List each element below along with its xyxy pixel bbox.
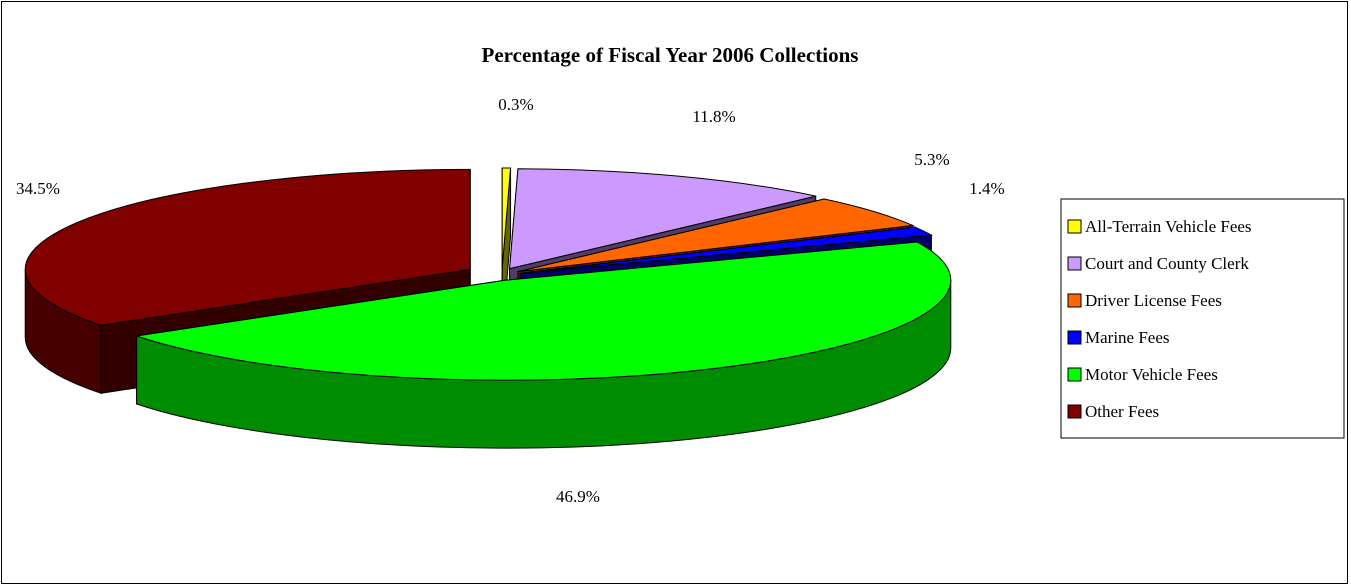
legend-swatch <box>1067 330 1082 345</box>
legend-entry-label: All-Terrain Vehicle Fees <box>1085 217 1252 236</box>
legend-swatch <box>1067 404 1082 419</box>
legend-swatch <box>1067 367 1082 382</box>
legend-entry-label: Driver License Fees <box>1085 291 1222 310</box>
slice-value-label: 46.9% <box>556 487 600 506</box>
slice-value-label: 34.5% <box>16 179 60 198</box>
slice-value-label: 5.3% <box>914 150 949 169</box>
legend: All-Terrain Vehicle Fees Court and County… <box>1060 198 1345 439</box>
legend-swatch <box>1067 219 1082 234</box>
legend-swatch <box>1067 256 1082 271</box>
pie-slices <box>24 167 952 449</box>
legend-entry-label: Motor Vehicle Fees <box>1085 365 1218 384</box>
legend-box <box>1060 198 1345 439</box>
slice-value-label: 1.4% <box>969 179 1004 198</box>
chart-title: Percentage of Fiscal Year 2006 Collectio… <box>482 43 859 67</box>
slice-value-label: 0.3% <box>498 95 533 114</box>
pie-slice-motor-vehicle-fees <box>136 241 952 449</box>
slice-value-label: 11.8% <box>692 107 735 126</box>
legend-entry-label: Marine Fees <box>1085 328 1170 347</box>
slice-labels: 0.3% 11.8% 5.3% 1.4% 46.9% 34.5% <box>16 95 1005 506</box>
legend-entry-label: Court and County Clerk <box>1085 254 1249 273</box>
legend-entry-label: Other Fees <box>1085 402 1159 421</box>
legend-swatch <box>1067 293 1082 308</box>
